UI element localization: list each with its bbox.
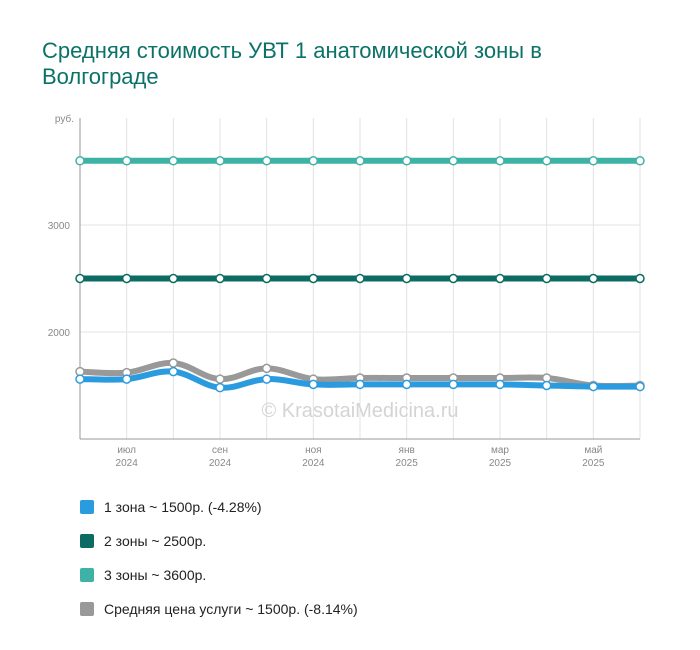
x-tick-month: сен	[212, 445, 228, 456]
data-point[interactable]	[308, 379, 319, 390]
y-tick-label: 3000	[48, 221, 71, 232]
data-point[interactable]	[168, 366, 179, 377]
data-point[interactable]	[355, 156, 365, 166]
data-point[interactable]	[121, 156, 132, 166]
data-point[interactable]	[75, 156, 85, 166]
data-point[interactable]	[448, 379, 459, 390]
data-point[interactable]	[261, 374, 272, 384]
data-point[interactable]	[588, 381, 599, 392]
data-point[interactable]	[401, 379, 412, 390]
x-tick-year: 2024	[116, 458, 139, 469]
x-tick-month: мар	[491, 445, 509, 456]
data-point[interactable]	[401, 273, 412, 284]
legend-item[interactable]: 1 зона ~ 1500р. (-4.28%)	[80, 490, 358, 524]
series-1	[75, 366, 645, 393]
legend-label: 1 зона ~ 1500р. (-4.28%)	[104, 499, 262, 515]
data-point[interactable]	[541, 273, 552, 284]
watermark-text: © KrasotaiMedicina.ru	[261, 400, 458, 422]
data-point[interactable]	[168, 273, 179, 284]
data-point[interactable]	[75, 273, 85, 284]
data-point[interactable]	[121, 273, 132, 284]
data-point[interactable]	[121, 374, 132, 384]
data-point[interactable]	[261, 363, 272, 374]
data-point[interactable]	[495, 156, 505, 166]
legend-swatch	[80, 602, 94, 616]
legend-item[interactable]: Средняя цена услуги ~ 1500р. (-8.14%)	[80, 592, 358, 626]
legend-item[interactable]: 2 зоны ~ 2500р.	[80, 524, 358, 558]
legend-label: 2 зоны ~ 2500р.	[104, 533, 207, 549]
data-point[interactable]	[541, 156, 552, 166]
x-tick-year: 2025	[582, 458, 605, 469]
legend-swatch	[80, 500, 94, 514]
data-point[interactable]	[588, 273, 599, 284]
data-point[interactable]	[448, 273, 459, 284]
data-point[interactable]	[401, 156, 412, 166]
series-2	[75, 273, 645, 284]
legend-label: Средняя цена услуги ~ 1500р. (-8.14%)	[104, 601, 358, 617]
data-point[interactable]	[635, 156, 645, 166]
data-point[interactable]	[168, 156, 179, 166]
chart-title: Средняя стоимость УВТ 1 анатомической зо…	[42, 38, 542, 89]
data-point[interactable]	[588, 156, 599, 166]
x-tick-year: 2024	[209, 458, 232, 469]
data-point[interactable]	[495, 379, 505, 390]
legend-swatch	[80, 534, 94, 548]
data-point[interactable]	[635, 381, 645, 392]
data-point[interactable]	[308, 156, 319, 166]
x-tick-year: 2024	[302, 458, 325, 469]
data-point[interactable]	[355, 273, 365, 284]
y-unit-label: руб.	[55, 113, 74, 125]
y-tick-label: 2000	[48, 328, 71, 339]
x-tick-year: 2025	[396, 458, 419, 469]
x-tick-month: июл	[117, 445, 136, 456]
data-point[interactable]	[215, 156, 225, 166]
data-point[interactable]	[261, 156, 272, 166]
data-point[interactable]	[168, 358, 179, 368]
data-point[interactable]	[75, 374, 85, 384]
x-tick-month: ноя	[305, 445, 322, 456]
data-point[interactable]	[215, 374, 225, 384]
price-line-chart: 2000 3000 руб. июл 2024 сен 2024 ноя 2024 янв 2025…	[48, 113, 645, 469]
x-tick-year: 2025	[489, 458, 512, 469]
x-tick-month: янв	[399, 445, 415, 456]
x-tick-month: май	[584, 445, 602, 456]
legend-swatch	[80, 568, 94, 582]
data-point[interactable]	[635, 273, 645, 284]
data-point[interactable]	[215, 382, 225, 393]
data-point[interactable]	[308, 273, 319, 284]
legend-item[interactable]: 3 зоны ~ 3600р.	[80, 558, 358, 592]
data-point[interactable]	[355, 379, 365, 390]
data-point[interactable]	[215, 273, 225, 284]
data-point[interactable]	[261, 273, 272, 284]
data-point[interactable]	[495, 273, 505, 284]
chart-legend: 1 зона ~ 1500р. (-4.28%) 2 зоны ~ 2500р. 3…	[80, 490, 358, 626]
series-3	[75, 156, 645, 166]
legend-label: 3 зоны ~ 3600р.	[104, 567, 207, 583]
data-point[interactable]	[448, 156, 459, 166]
data-point[interactable]	[541, 380, 552, 391]
